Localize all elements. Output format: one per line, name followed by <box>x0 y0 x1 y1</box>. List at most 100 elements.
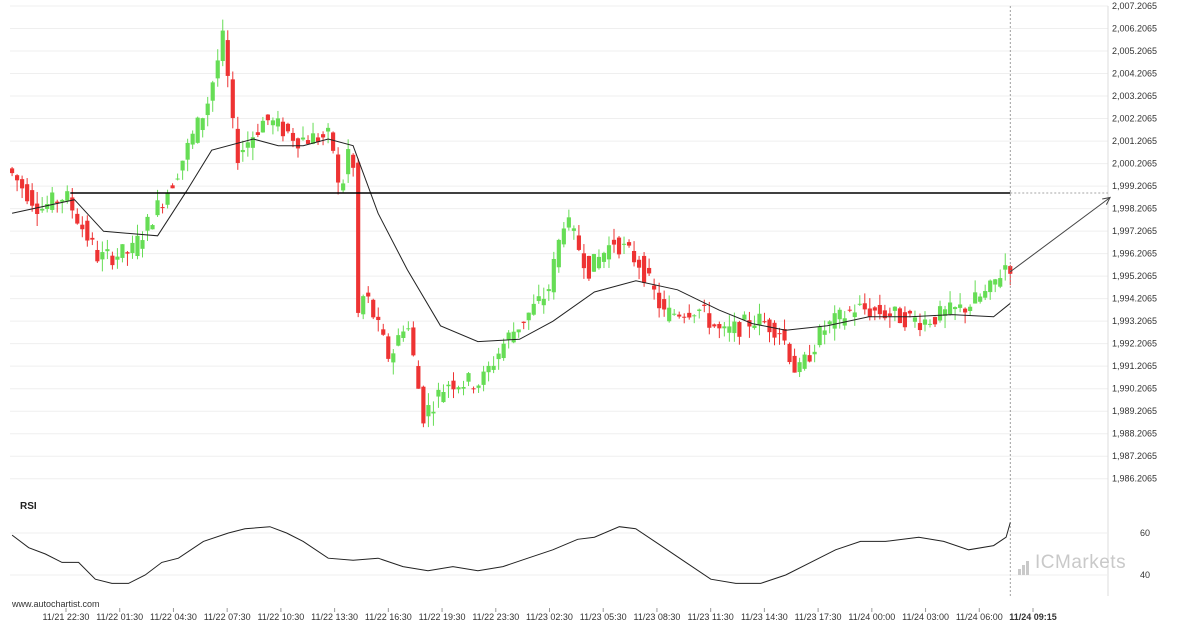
candle-body <box>932 316 938 325</box>
candle-body <box>501 343 506 359</box>
candle-body <box>576 235 581 250</box>
x-tick-label: 11/23 08:30 <box>633 612 680 622</box>
candle-body <box>310 133 316 144</box>
candle-body <box>250 137 255 148</box>
candle-body <box>115 256 120 260</box>
x-tick-label: 11/22 23:30 <box>472 612 519 622</box>
y-tick-label: 1,999.2065 <box>1112 181 1157 191</box>
candle-body <box>792 355 797 373</box>
x-tick-label: 11/23 14:30 <box>741 612 788 622</box>
candle-body <box>907 310 913 314</box>
candle-body <box>963 308 968 313</box>
candle-body <box>827 321 832 325</box>
y-tick-label: 1,989.2065 <box>1112 406 1157 416</box>
x-tick-label: 11/22 07:30 <box>204 612 251 622</box>
candle-body <box>341 183 346 191</box>
x-tick-label: 11/22 13:30 <box>311 612 358 622</box>
candle-body <box>280 121 286 137</box>
candle-body <box>225 40 230 76</box>
candle-body <box>346 149 351 175</box>
candle-body <box>551 258 556 293</box>
candle-body <box>767 319 772 333</box>
candle-body <box>40 208 45 211</box>
candle-body <box>336 154 341 183</box>
candle-body <box>426 405 431 417</box>
candle-body <box>591 254 597 272</box>
y-tick-label: 2,004.2065 <box>1112 69 1157 79</box>
candle-body <box>667 307 672 322</box>
candle-body <box>210 82 215 101</box>
candle-body <box>65 191 70 201</box>
y-axis: 2,007.2065 2,006.2065 2,005.2065 2,004.2065… <box>1112 1 1157 484</box>
candle-body <box>85 220 90 241</box>
candle-body <box>742 314 747 320</box>
y-tick-label: 1,993.2065 <box>1112 316 1157 326</box>
candle-body <box>180 160 185 171</box>
candle-body <box>100 252 105 260</box>
candle-body <box>797 362 802 373</box>
candle-body <box>55 201 60 204</box>
candle-body <box>857 303 862 305</box>
candle-body <box>451 380 456 390</box>
candle-body <box>245 142 250 148</box>
candle-body <box>1003 265 1008 270</box>
candle-body <box>461 387 466 389</box>
grid-lines <box>10 5 1109 596</box>
candle-body <box>531 303 536 315</box>
candle-body <box>140 240 145 249</box>
candle-body <box>466 373 471 382</box>
candle-body <box>320 134 326 138</box>
credit-link[interactable]: www.autochartist.com <box>12 599 100 609</box>
candle-body <box>416 366 421 389</box>
candle-body <box>351 154 356 168</box>
candle-body <box>993 279 998 285</box>
candle-body <box>381 329 386 335</box>
candle-body <box>45 204 50 209</box>
y-tick-label: 1,990.2065 <box>1112 384 1157 394</box>
y-tick-label: 1,988.2065 <box>1112 429 1157 439</box>
candle-body <box>230 79 235 119</box>
candle-body <box>305 140 311 144</box>
bars-icon <box>1018 553 1032 575</box>
candle-body <box>942 309 948 316</box>
candle-body <box>265 114 270 121</box>
moving-average-line <box>11 138 1011 343</box>
candle-body <box>35 203 40 214</box>
y-tick-label: 2,003.2065 <box>1112 91 1157 101</box>
candle-body <box>586 255 591 279</box>
rsi-line <box>11 522 1011 584</box>
candle-body <box>662 299 667 310</box>
y-tick-label: 1,996.2065 <box>1112 249 1157 259</box>
candle-body <box>526 312 531 321</box>
candle-body <box>411 327 416 356</box>
candle-body <box>892 306 897 311</box>
candle-body <box>988 280 993 293</box>
candle-body <box>737 322 742 337</box>
projection-arrow-head <box>1102 196 1112 205</box>
candle-body <box>762 321 767 323</box>
x-tick-label: 11/24 03:00 <box>902 612 949 622</box>
candle-body <box>386 336 391 359</box>
candle-body <box>125 252 130 254</box>
candle-body <box>300 137 306 140</box>
x-tick-label: 11/23 11:30 <box>688 612 734 622</box>
projection-arrow-line <box>1009 197 1111 273</box>
candle-body <box>220 30 225 62</box>
candle-body <box>807 355 812 362</box>
candle-body <box>195 117 200 143</box>
candle-body <box>70 197 75 211</box>
candle-body <box>727 326 732 333</box>
candle-body <box>75 213 80 224</box>
candle-body <box>672 313 677 315</box>
candle-body <box>626 242 632 246</box>
candle-body <box>571 228 576 231</box>
x-tick-label: 11/22 10:30 <box>257 612 304 622</box>
candle-body <box>516 329 521 333</box>
candle-body <box>326 127 331 132</box>
candle-body <box>185 142 190 160</box>
candle-body <box>812 351 817 355</box>
x-tick-label-current: 11/24 09:15 <box>1009 612 1057 622</box>
x-axis: 11/21 22:30 11/22 01:30 11/22 04:30 11/22 0… <box>43 608 1057 622</box>
candle-body <box>712 324 717 327</box>
rsi-grid-lines <box>10 532 1108 576</box>
